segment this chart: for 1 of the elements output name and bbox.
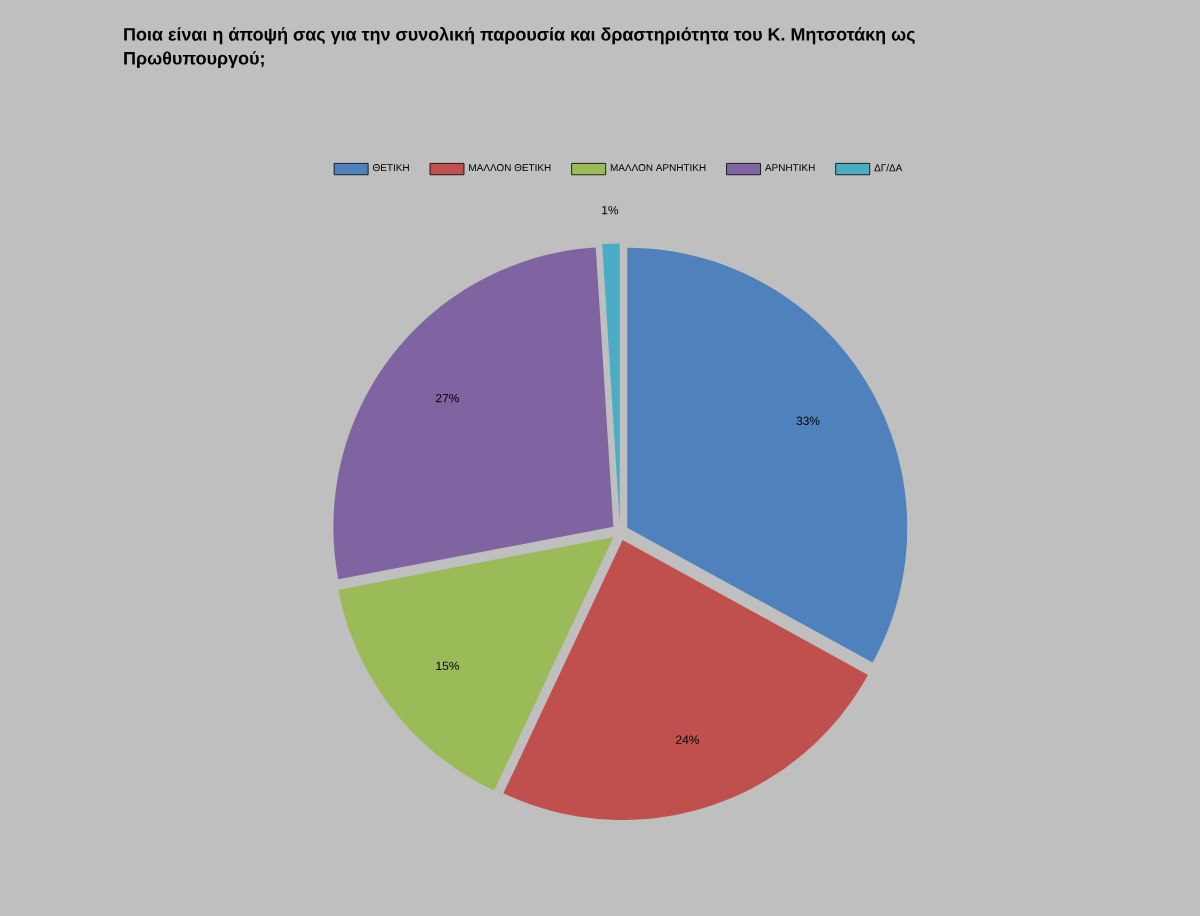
chart-title: Ποια είναι η άποψή σας για την συνολική παρουσία και δραστηριότητα του Κ. Μητσοτάκη ως Πρωθυπουργού;: [124, 27, 915, 69]
